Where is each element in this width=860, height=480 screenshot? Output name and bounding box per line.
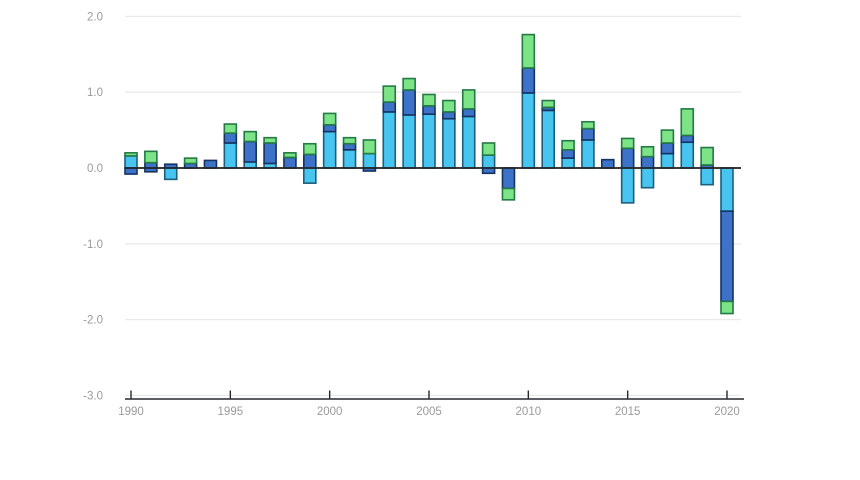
bar-segment-cyan-2001 (342, 149, 357, 169)
x-axis-tick-label: 2020 (714, 406, 740, 418)
bar-segment-green-2011 (541, 99, 556, 109)
bar-segment-green-2004 (402, 77, 416, 91)
bar-segment-neg-green-2009 (501, 187, 516, 201)
y-axis-tick-label: -3.0 (83, 390, 103, 402)
bar-segment-cyan-1995 (223, 142, 238, 169)
bar-segment-blue-2001 (342, 142, 357, 151)
bar-segment-blue-1999 (302, 153, 317, 169)
bar-segment-green-2013 (581, 120, 595, 130)
bar-segment-cyan-2011 (541, 109, 556, 169)
bar-segment-blue-2007 (461, 108, 476, 118)
bar-segment-blue-2016 (640, 155, 655, 169)
bar-segment-green-1998 (283, 152, 297, 159)
bar-segment-blue-2018 (680, 134, 695, 144)
y-axis-tick-label: 1.0 (87, 87, 103, 99)
bar-segment-green-2018 (680, 108, 695, 137)
bar-segment-blue-2003 (382, 101, 397, 113)
bar-segment-green-2010 (521, 33, 536, 69)
bar-segment-cyan-2018 (680, 141, 695, 169)
bar-segment-neg-cyan-1992 (163, 167, 178, 181)
bar-segment-green-2007 (461, 89, 476, 110)
bar-segment-cyan-2000 (322, 130, 337, 169)
bar-segment-blue-2017 (660, 142, 675, 155)
bar-segment-neg-cyan-2019 (700, 167, 714, 186)
x-axis-tick-label: 2010 (516, 406, 542, 418)
bar-segment-green-1999 (302, 142, 317, 156)
bar-segment-cyan-2008 (481, 154, 496, 169)
bar-segment-neg-cyan-2015 (620, 167, 635, 204)
bar-segment-blue-2014 (600, 158, 615, 169)
bar-segment-blue-2004 (402, 89, 416, 116)
bar-segment-cyan-2013 (581, 139, 595, 169)
bar-segment-green-1991 (144, 150, 158, 164)
bar-segment-blue-2005 (422, 105, 436, 115)
bar-segment-green-2008 (481, 142, 496, 156)
bar-segment-neg-cyan-2016 (640, 167, 655, 189)
x-axis-tick-label: 2000 (317, 406, 343, 418)
bar-segment-neg-cyan-1999 (302, 167, 317, 184)
bar-segment-cyan-2017 (660, 152, 675, 169)
bar-segment-green-1995 (223, 123, 238, 134)
bar-segment-green-2002 (362, 139, 377, 155)
bar-segment-cyan-2003 (382, 111, 397, 169)
bar-segment-green-2000 (322, 112, 337, 126)
bar-segment-cyan-2010 (521, 92, 536, 169)
bar-segment-blue-2000 (322, 123, 337, 133)
bar-segment-green-2016 (640, 145, 655, 158)
x-axis-tick-label: 1995 (218, 406, 244, 418)
x-axis-tick-label: 2005 (416, 406, 442, 418)
bar-segment-blue-2012 (561, 149, 575, 159)
bar-segment-blue-1997 (263, 142, 277, 165)
bar-segment-green-2012 (561, 139, 575, 151)
bar-segment-green-1993 (183, 157, 198, 165)
bar-segment-blue-1996 (243, 140, 257, 163)
bar-segment-neg-cyan-2020 (720, 167, 734, 213)
bar-segment-cyan-1990 (124, 155, 138, 169)
bar-segment-green-1996 (243, 130, 257, 143)
bar-segment-green-1997 (263, 136, 277, 144)
bar-segment-green-2001 (342, 136, 357, 145)
y-axis-tick-label: -2.0 (83, 315, 103, 327)
bar-segment-blue-1995 (223, 132, 238, 144)
bar-segment-neg-blue-2020 (720, 210, 734, 303)
bar-segment-cyan-2012 (561, 157, 575, 169)
bar-segment-neg-blue-2009 (501, 167, 516, 190)
bar-segment-green-1990 (124, 152, 138, 157)
bar-segment-blue-2013 (581, 127, 595, 141)
bar-segment-green-2015 (620, 137, 635, 150)
bar-segment-green-2003 (382, 85, 397, 103)
x-axis-tick-label: 2015 (615, 406, 641, 418)
bar-segment-blue-2006 (442, 111, 456, 120)
bar-segment-cyan-2002 (362, 152, 377, 169)
bar-segment-blue-2015 (620, 147, 635, 169)
bar-segment-cyan-2004 (402, 114, 416, 169)
y-axis-tick-label: -1.0 (83, 239, 103, 251)
y-axis-tick-label: 0.0 (87, 163, 103, 175)
bar-segment-green-2006 (442, 99, 456, 113)
bar-segment-blue-1994 (203, 159, 218, 169)
y-axis-tick-label: 2.0 (87, 11, 103, 23)
bar-segment-blue-2010 (521, 67, 536, 94)
x-axis-tick-label: 1990 (118, 406, 144, 418)
bar-segment-neg-green-2020 (720, 300, 734, 315)
bar-segment-cyan-2007 (461, 115, 476, 169)
bar-segment-cyan-2005 (422, 113, 436, 169)
bar-segment-green-2017 (660, 129, 675, 144)
bar-segment-blue-1998 (283, 156, 297, 169)
bar-segment-green-2005 (422, 93, 436, 107)
bar-segment-green-2019 (700, 146, 714, 166)
bar-segment-cyan-2006 (442, 117, 456, 169)
